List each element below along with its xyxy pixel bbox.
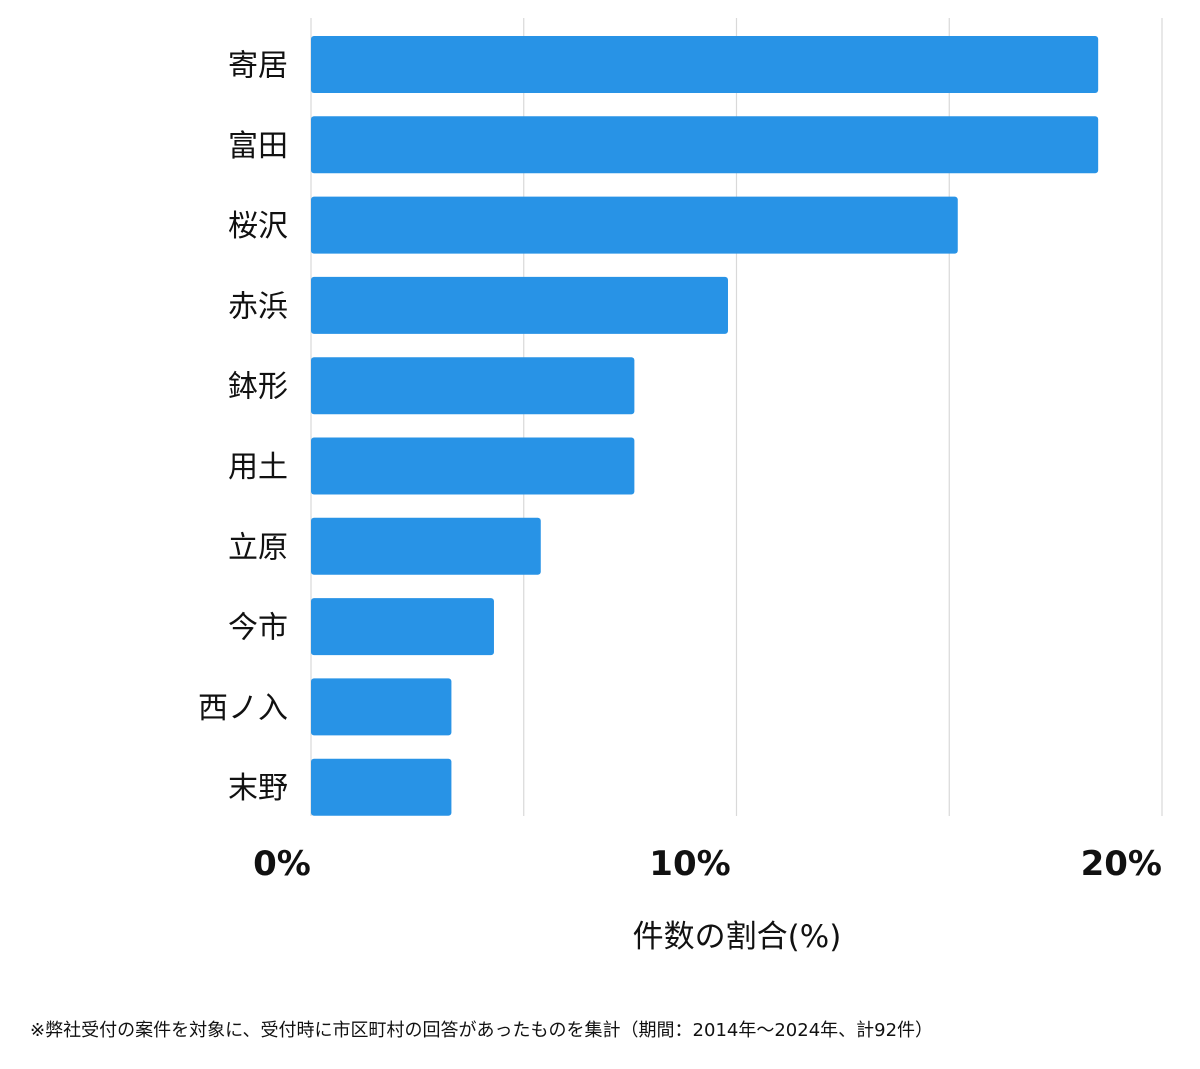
x-axis-title: 件数の割合(%) <box>633 919 842 955</box>
bar <box>311 678 452 736</box>
category-label: 用土 <box>228 450 288 485</box>
category-label: 富田 <box>228 129 288 164</box>
x-tick-label: 0% <box>253 844 311 884</box>
x-tick-label: 10% <box>649 844 730 884</box>
bar <box>311 196 958 254</box>
bar <box>311 517 541 575</box>
x-tick-label: 20% <box>1081 844 1162 884</box>
bars <box>311 36 1099 816</box>
bar <box>311 36 1099 93</box>
category-label: 西ノ入 <box>198 691 288 726</box>
bar <box>311 758 452 816</box>
category-label: 今市 <box>228 611 288 646</box>
bar <box>311 437 635 495</box>
category-label: 赤浜 <box>228 289 288 324</box>
category-label: 鉢形 <box>228 370 288 405</box>
bar <box>311 116 1099 174</box>
category-label: 寄居 <box>228 49 288 84</box>
category-label: 桜沢 <box>228 209 288 244</box>
bar <box>311 598 494 656</box>
x-tick-labels: 0% 10% 20% <box>253 844 1162 884</box>
category-label: 末野 <box>228 771 288 806</box>
category-label: 立原 <box>228 530 288 565</box>
footnote: ※弊社受付の案件を対象に、受付時に市区町村の回答があったものを集計（期間：201… <box>30 1020 934 1041</box>
bar <box>311 357 635 415</box>
bar <box>311 276 728 334</box>
